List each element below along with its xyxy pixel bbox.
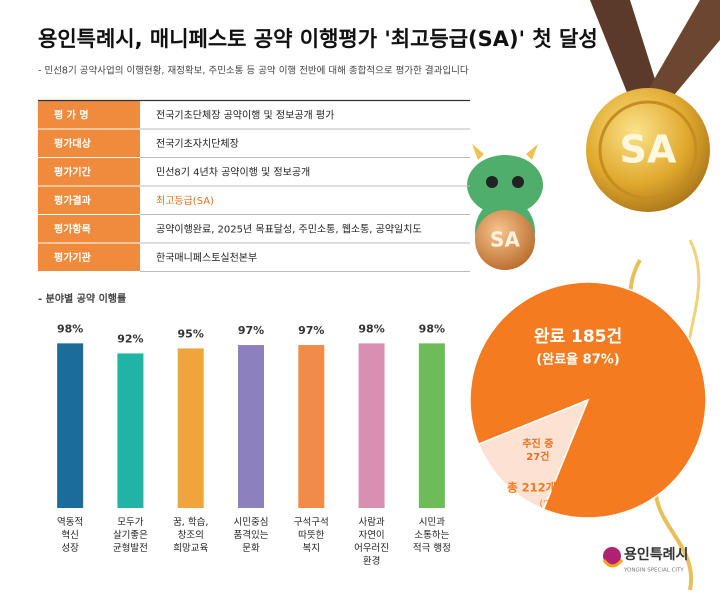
value-label: 97% [238, 324, 264, 337]
table-label-cell [38, 186, 140, 214]
bar [358, 343, 385, 508]
table-label: 평 가 명 [54, 108, 89, 121]
x-tick-label: 시민과 소통하는 적극 행정 [413, 517, 451, 554]
x-tick-label: 꿈, 학습, 창조의 희망교육 [173, 517, 208, 554]
table-value: 전국기초자치단체장 [156, 138, 239, 150]
table-value: 최고등급(SA) [156, 195, 214, 207]
table-label: 평가항목 [54, 222, 91, 235]
logo-name: 용인특례시 [624, 546, 688, 563]
bar [57, 343, 84, 508]
table-label-cell [38, 158, 140, 186]
value-label: 97% [298, 324, 324, 337]
bar-chart: - 분야별 공약 이행률 98% 역동적 혁신 성장 92% 모두가 살기좋은 균형발전 95% 꿈… [38, 292, 451, 567]
value-label: 92% [117, 332, 143, 345]
pie-rate-label: (완료율 87%) [536, 352, 619, 368]
logo-sub: YONGIN SPECIAL CITY [623, 568, 684, 574]
pie-label-minor: 추진 중 27건 [522, 437, 553, 463]
bar [298, 345, 325, 508]
pie-label-main: 완료 185건 [534, 327, 622, 347]
table-label: 평가기간 [54, 165, 92, 178]
value-label: 98% [57, 322, 83, 335]
bar [117, 353, 144, 508]
table-label: 평가대상 [54, 137, 92, 150]
x-tick-label: 시민중심 품격있는 문화 [234, 517, 269, 554]
x-tick-label: 모두가 살기좋은 균형발전 [113, 517, 148, 554]
pie-slice [477, 398, 590, 511]
table-value: 전국기초단체장 공약이행 및 정보공개 평가 [156, 109, 334, 121]
table-label: 평가기관 [54, 251, 92, 264]
pie-title: 총 212개 공약사업 추진현황 [507, 481, 649, 495]
x-tick-label: 구석구석 따뜻한 복지 [294, 517, 329, 554]
pie-note: ('25. 12월 말 기준) [540, 498, 617, 510]
x-tick-label: 역동적 혁신 성장 [57, 516, 83, 554]
medal-text: SA [620, 128, 677, 172]
value-label: 98% [358, 322, 384, 335]
table-value: 공약이행완료, 2025년 목표달성, 주민소통, 웹소통, 공약일치도 [156, 223, 422, 235]
bar [238, 345, 264, 508]
table-label-cell [38, 129, 140, 157]
bar [418, 343, 445, 508]
table-label-cell [38, 215, 140, 243]
title: 용인특례시, 매니페스토 공약 이행평가 '최고등급(SA)' 첫 달성 [38, 27, 598, 51]
subtitle: - 민선8기 공약사업의 이행현황, 재정확보, 주민소통 등 공약 이행 전반… [38, 65, 469, 77]
logo: 용인특례시 YONGIN SPECIAL CITY [602, 546, 688, 574]
table-label-cell [38, 243, 140, 271]
value-label: 98% [419, 322, 445, 335]
table-label: 평가결과 [54, 194, 92, 207]
mascot-medal-text: SA [490, 228, 520, 252]
chart-title: - 분야별 공약 이행률 [38, 292, 126, 305]
pie-slice [469, 281, 707, 519]
table-value: 한국매니페스토실천본부 [156, 252, 257, 264]
mascot: SA [467, 144, 543, 270]
value-label: 95% [178, 327, 204, 340]
x-tick-label: 사람과 자연이 어우러진 환경 [354, 516, 389, 567]
table-label-cell [38, 101, 140, 129]
table-value: 민선8기 4년차 공약이행 및 정보공개 [156, 166, 310, 178]
bar [177, 348, 204, 508]
